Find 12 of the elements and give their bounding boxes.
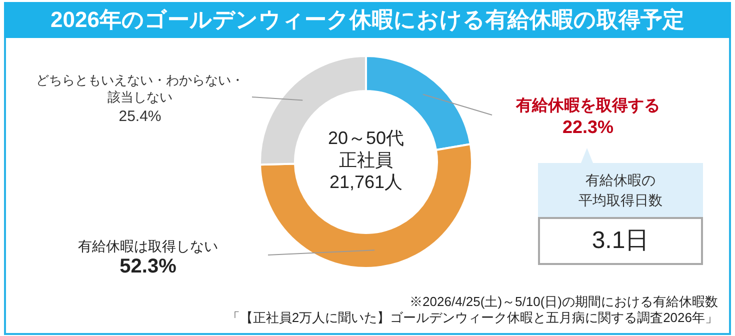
- text: ※2026/4/25(土)～5/10(日)の期間における有給休暇数: [410, 293, 718, 311]
- slice-label: どちらともいえない・わからない・該当しない: [36, 72, 244, 105]
- data-label: 52.3%: [120, 256, 177, 278]
- text: 「【正社員2万人に聞いた】ゴールデンウィーク休暇と五月病に関する調査2026年」: [226, 309, 718, 327]
- data-label: 25.4%: [118, 108, 162, 126]
- chart-title: 2026年のゴールデンウィーク休暇における有給休暇の取得予定: [4, 2, 731, 38]
- text: 20～50代正社員21,761人: [326, 127, 406, 193]
- slice-label: 有給休暇は取得しない: [78, 238, 218, 254]
- text: 有給休暇の平均取得日数: [578, 171, 664, 210]
- text: 3.1日: [538, 217, 703, 265]
- slice-label: 有給休暇を取得する: [515, 96, 660, 114]
- data-label: 22.3%: [562, 116, 614, 137]
